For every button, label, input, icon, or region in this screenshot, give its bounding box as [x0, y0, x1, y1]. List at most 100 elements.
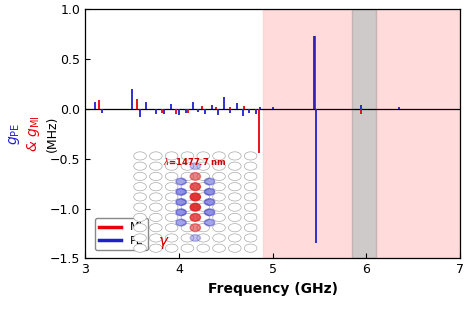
Circle shape [197, 193, 210, 201]
Circle shape [149, 162, 162, 170]
Circle shape [181, 172, 194, 180]
Ellipse shape [176, 209, 186, 216]
Ellipse shape [176, 219, 186, 226]
Circle shape [228, 162, 241, 170]
Circle shape [197, 244, 210, 252]
Circle shape [228, 172, 241, 180]
Circle shape [181, 203, 194, 211]
Circle shape [244, 152, 257, 160]
Circle shape [165, 183, 178, 191]
Ellipse shape [176, 178, 186, 185]
Circle shape [149, 234, 162, 242]
Legend: MI, PE: MI, PE [95, 218, 148, 250]
Circle shape [134, 224, 146, 232]
Circle shape [197, 234, 210, 242]
Circle shape [213, 172, 225, 180]
Ellipse shape [190, 224, 201, 232]
Ellipse shape [190, 203, 201, 211]
Circle shape [134, 162, 146, 170]
Circle shape [134, 203, 146, 211]
Circle shape [165, 152, 178, 160]
Circle shape [213, 152, 225, 160]
Circle shape [213, 203, 225, 211]
Circle shape [134, 234, 146, 242]
X-axis label: Frequency (GHz): Frequency (GHz) [208, 282, 337, 296]
Circle shape [134, 152, 146, 160]
Ellipse shape [176, 188, 186, 195]
Circle shape [134, 213, 146, 221]
Circle shape [244, 193, 257, 201]
Circle shape [181, 193, 194, 201]
Text: & $g_\mathrm{MI}$: & $g_\mathrm{MI}$ [25, 116, 42, 152]
Circle shape [228, 193, 241, 201]
Circle shape [181, 213, 194, 221]
Text: $\gamma$: $\gamma$ [158, 235, 170, 251]
Circle shape [228, 213, 241, 221]
Circle shape [197, 203, 210, 211]
Circle shape [244, 203, 257, 211]
Circle shape [149, 224, 162, 232]
Circle shape [165, 162, 178, 170]
Circle shape [244, 162, 257, 170]
Circle shape [134, 172, 146, 180]
Circle shape [181, 234, 194, 242]
Circle shape [228, 234, 241, 242]
Circle shape [213, 244, 225, 252]
Circle shape [181, 162, 194, 170]
Circle shape [149, 193, 162, 201]
Circle shape [165, 224, 178, 232]
Circle shape [244, 183, 257, 191]
Text: $\lambda$=1477.7 nm: $\lambda$=1477.7 nm [164, 156, 227, 167]
Ellipse shape [204, 188, 215, 195]
Circle shape [244, 213, 257, 221]
Ellipse shape [204, 219, 215, 226]
Bar [263, 9, 352, 258]
Ellipse shape [190, 193, 201, 201]
Circle shape [197, 162, 210, 170]
Circle shape [134, 244, 146, 252]
Circle shape [181, 152, 194, 160]
Ellipse shape [190, 235, 201, 241]
Circle shape [134, 193, 146, 201]
Ellipse shape [204, 199, 215, 205]
Circle shape [165, 172, 178, 180]
Ellipse shape [190, 214, 201, 221]
Circle shape [228, 183, 241, 191]
Circle shape [149, 172, 162, 180]
Circle shape [149, 203, 162, 211]
Circle shape [149, 152, 162, 160]
Circle shape [244, 234, 257, 242]
Circle shape [181, 244, 194, 252]
Circle shape [228, 203, 241, 211]
Circle shape [197, 152, 210, 160]
Circle shape [165, 203, 178, 211]
Ellipse shape [190, 183, 201, 191]
Circle shape [149, 244, 162, 252]
Circle shape [244, 172, 257, 180]
Circle shape [149, 183, 162, 191]
Circle shape [213, 193, 225, 201]
Circle shape [181, 183, 194, 191]
Circle shape [181, 224, 194, 232]
Text: (MHz): (MHz) [46, 116, 59, 152]
Circle shape [213, 213, 225, 221]
Circle shape [228, 224, 241, 232]
Circle shape [228, 244, 241, 252]
Ellipse shape [176, 199, 186, 205]
Circle shape [213, 162, 225, 170]
Circle shape [213, 234, 225, 242]
Circle shape [165, 213, 178, 221]
Circle shape [244, 244, 257, 252]
Bar [375, 9, 460, 258]
Circle shape [165, 193, 178, 201]
Circle shape [197, 183, 210, 191]
Circle shape [213, 183, 225, 191]
Circle shape [165, 234, 178, 242]
Ellipse shape [204, 178, 215, 185]
Circle shape [228, 152, 241, 160]
Circle shape [134, 183, 146, 191]
Circle shape [244, 224, 257, 232]
Bar [352, 9, 375, 258]
Circle shape [197, 213, 210, 221]
Circle shape [197, 224, 210, 232]
